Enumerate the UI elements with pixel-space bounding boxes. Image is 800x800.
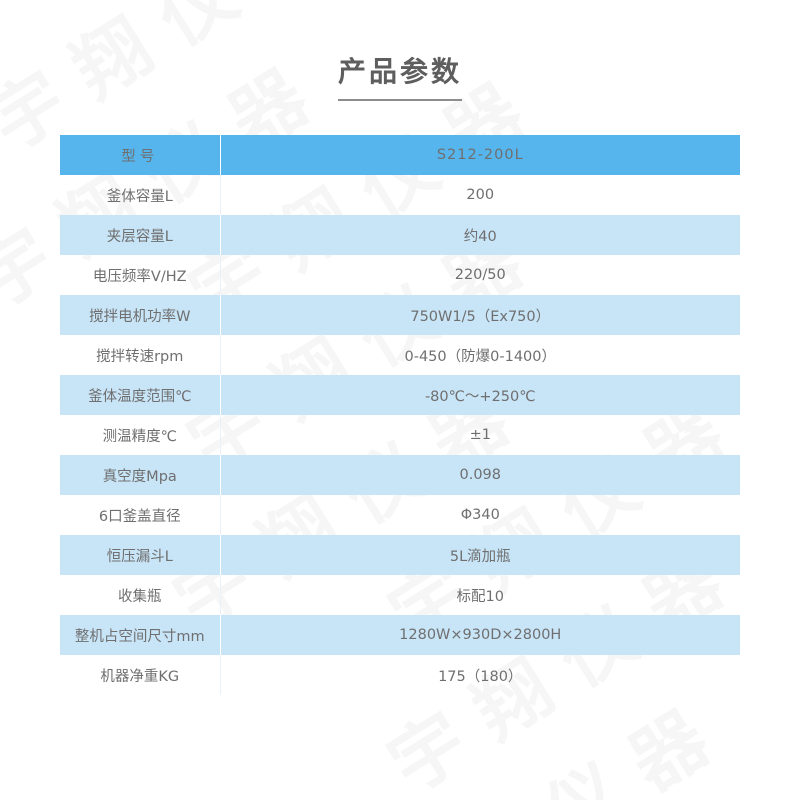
table-row: 收集瓶 标配10 <box>60 575 740 615</box>
table-row: 釜体温度范围℃ -80℃〜+250℃ <box>60 375 740 415</box>
spec-label: 夹层容量L <box>106 228 173 245</box>
spec-label: 测温精度℃ <box>102 428 177 445</box>
spec-label: 恒压漏斗L <box>106 548 173 565</box>
spec-value: 175（180） <box>219 655 740 695</box>
table-row: 恒压漏斗L 5L滴加瓶 <box>60 535 740 575</box>
spec-value: 0-450（防爆0-1400） <box>219 335 740 375</box>
table-row: 真空度Mpa 0.098 <box>60 455 740 495</box>
spec-label: 搅拌电机功率W <box>89 308 191 325</box>
specification-table: 型号 S212-200L 釜体容量L 200 夹层容量L 约40 电压频率V/HZ 220… <box>60 135 740 695</box>
table-row: 测温精度℃ ±1 <box>60 415 740 455</box>
spec-value: 220/50 <box>219 255 740 295</box>
spec-label: 整机占空间尺寸mm <box>74 628 205 645</box>
spec-label: 电压频率V/HZ <box>92 268 187 285</box>
table-row: 机器净重KG 175（180） <box>60 655 740 695</box>
spec-label: 6口釜盖直径 <box>98 508 181 525</box>
header-label-model: 型号 <box>121 148 159 165</box>
spec-label: 釜体温度范围℃ <box>88 388 192 405</box>
spec-value: 200 <box>219 175 740 215</box>
table-header-row: 型号 S212-200L <box>60 135 740 175</box>
table-body: 釜体容量L 200 夹层容量L 约40 电压频率V/HZ 220/50 搅拌电机功率W 750… <box>60 175 740 695</box>
spec-label: 机器净重KG <box>100 668 180 685</box>
spec-value: ±1 <box>219 415 740 455</box>
spec-label: 收集瓶 <box>118 588 162 605</box>
page-title: 产品参数 <box>0 50 800 101</box>
table-row: 整机占空间尺寸mm 1280W×930D×2800H <box>60 615 740 655</box>
spec-label: 搅拌转速rpm <box>96 348 184 365</box>
page-title-text: 产品参数 <box>337 50 462 101</box>
table-header: 型号 S212-200L <box>60 135 740 175</box>
spec-value: 5L滴加瓶 <box>219 535 740 575</box>
spec-value: 约40 <box>219 215 740 255</box>
watermark-text: 宇翔仪器 <box>364 687 742 800</box>
header-value-model: S212-200L <box>219 135 740 175</box>
table-row: 6口釜盖直径 Φ340 <box>60 495 740 535</box>
spec-value: Φ340 <box>219 495 740 535</box>
spec-value: 标配10 <box>219 575 740 615</box>
spec-value: 1280W×930D×2800H <box>219 615 740 655</box>
spec-label: 釜体容量L <box>106 188 173 205</box>
table-row: 搅拌电机功率W 750W1/5（Ex750） <box>60 295 740 335</box>
spec-value: 750W1/5（Ex750） <box>219 295 740 335</box>
table-row: 夹层容量L 约40 <box>60 215 740 255</box>
table-row: 搅拌转速rpm 0-450（防爆0-1400） <box>60 335 740 375</box>
table-row: 电压频率V/HZ 220/50 <box>60 255 740 295</box>
spec-label: 真空度Mpa <box>102 468 177 485</box>
spec-value: -80℃〜+250℃ <box>219 375 740 415</box>
spec-value: 0.098 <box>219 455 740 495</box>
table-row: 釜体容量L 200 <box>60 175 740 215</box>
